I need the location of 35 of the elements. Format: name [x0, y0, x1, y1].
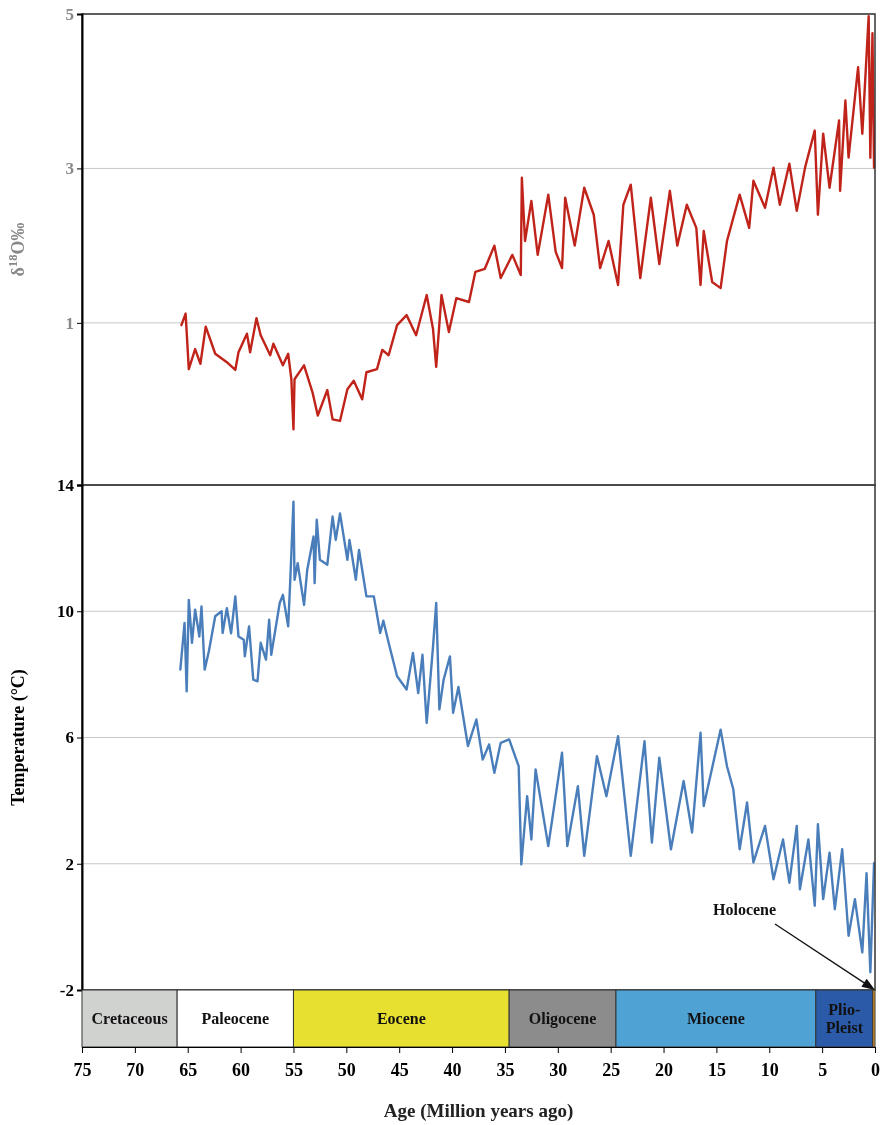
series-label: Cretaceous — [91, 1009, 168, 1027]
line-series — [180, 15, 876, 431]
y-tick-label: 6 — [65, 728, 74, 748]
series-label: Plio-Pleist — [825, 1000, 864, 1036]
x-tick-label: 55 — [284, 1059, 303, 1080]
annotation: Holocene — [713, 901, 777, 918]
x-tick-label: 15 — [707, 1059, 726, 1080]
series-label: Oligocene — [528, 1009, 597, 1028]
x-tick-label: 20 — [655, 1059, 674, 1080]
x-axis-title: Age (Million years ago) — [383, 1100, 574, 1122]
y-tick-label: -2 — [59, 980, 74, 1000]
series-label: Miocene — [687, 1009, 745, 1027]
y-tick-label: 2 — [65, 854, 74, 874]
x-tick-label: 70 — [126, 1059, 145, 1080]
y-tick-label: 10 — [57, 602, 74, 622]
x-tick-label: 50 — [337, 1059, 356, 1080]
y-tick-label: 14 — [57, 475, 75, 495]
series-label: Paleocene — [201, 1009, 270, 1027]
x-tick-label: 75 — [73, 1059, 92, 1080]
x-tick-label: 10 — [760, 1059, 779, 1080]
x-tick-label: 40 — [443, 1059, 462, 1080]
x-tick-label: 35 — [496, 1059, 515, 1080]
series-label: Eocene — [376, 1009, 426, 1027]
x-tick-label: 30 — [549, 1059, 568, 1080]
x-tick-label: 60 — [232, 1059, 251, 1080]
x-tick-label: 0 — [871, 1059, 880, 1080]
x-tick-label: 5 — [818, 1059, 828, 1080]
x-tick-label: 25 — [602, 1059, 621, 1080]
y-tick-label: 3 — [65, 159, 74, 179]
x-tick-label: 45 — [390, 1059, 409, 1080]
y-tick-label: 5 — [65, 4, 74, 24]
line-series — [179, 500, 876, 974]
y-tick-label: 1 — [65, 313, 74, 333]
x-tick-label: 65 — [179, 1059, 198, 1080]
y-axis-title: Temperature (°C) — [8, 669, 29, 806]
